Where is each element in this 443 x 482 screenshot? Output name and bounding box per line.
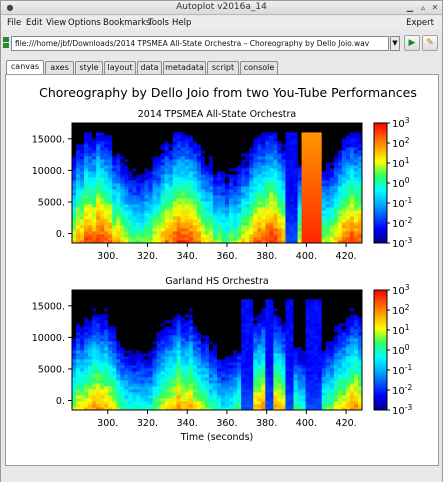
panel-title-2: Garland HS Orchestra bbox=[165, 276, 268, 287]
x-tick-label: 360. bbox=[216, 418, 237, 429]
colorbar-1 bbox=[373, 122, 388, 244]
x-tick-label: 420. bbox=[336, 251, 357, 262]
menu-tools[interactable]: Tools bbox=[148, 18, 169, 28]
y-tick-label: 5000. bbox=[38, 197, 65, 208]
data-source-icon bbox=[3, 37, 9, 49]
x-tick-label: 400. bbox=[296, 251, 317, 262]
chevron-down-icon: ▼ bbox=[392, 39, 398, 47]
panel-title-1: 2014 TPSMEA All-State Orchestra bbox=[138, 109, 297, 120]
x-tick-label: 300. bbox=[97, 251, 118, 262]
uri-history-dropdown[interactable]: ▼ bbox=[390, 36, 400, 51]
spectrogram-image-1 bbox=[72, 123, 363, 244]
x-tick-label: 340. bbox=[177, 251, 198, 262]
menu-edit[interactable]: Edit bbox=[26, 18, 43, 28]
menu-bookmarks[interactable]: Bookmarks bbox=[103, 18, 151, 28]
colorbar-tick-label: 103 bbox=[392, 116, 410, 130]
tab-script[interactable]: script bbox=[207, 61, 239, 74]
go-button[interactable]: ▶ bbox=[404, 35, 420, 51]
window-menu-icon[interactable]: ● bbox=[6, 3, 14, 12]
expert-mode-label[interactable]: Expert bbox=[406, 18, 434, 28]
x-axis-label: Time (seconds) bbox=[180, 432, 254, 443]
data-uri-input[interactable] bbox=[11, 36, 389, 51]
y-tick-label: 10000. bbox=[32, 333, 65, 344]
spectrogram-figure[interactable]: Choreography by Dello Joio from two You-… bbox=[6, 75, 440, 467]
colorbar-tick-label: 10-1 bbox=[392, 196, 412, 210]
tab-layout[interactable]: layout bbox=[104, 61, 136, 74]
colorbar-tick-label: 103 bbox=[392, 283, 410, 297]
x-tick-label: 300. bbox=[97, 418, 118, 429]
colorbar-tick-label: 10-1 bbox=[392, 363, 412, 377]
plot-frame-2 bbox=[71, 289, 363, 411]
y-tick-label: 15000. bbox=[32, 134, 65, 145]
x-tick-label: 380. bbox=[256, 418, 277, 429]
x-tick-label: 380. bbox=[256, 251, 277, 262]
y-tick-label: 0. bbox=[56, 396, 65, 407]
tab-axes[interactable]: axes bbox=[45, 61, 74, 74]
y-tick-label: 0. bbox=[56, 229, 65, 240]
colorbar-tick-label: 100 bbox=[392, 343, 410, 357]
colorbar-tick-label: 10-3 bbox=[392, 236, 412, 250]
colorbar-tick-label: 10-2 bbox=[392, 383, 412, 397]
figure-title: Choreography by Dello Joio from two You-… bbox=[39, 85, 417, 100]
colorbar-tick-label: 10-3 bbox=[392, 403, 412, 417]
tab-console[interactable]: console bbox=[240, 61, 278, 74]
maximize-icon[interactable]: ▵ bbox=[420, 3, 425, 12]
bookmark-icon: ✎ bbox=[426, 38, 434, 48]
title-bar: ● Autoplot v2016a_14 ▁ ▵ ✕ bbox=[1, 1, 442, 15]
colorbar-tick-label: 102 bbox=[392, 136, 410, 150]
colorbar-tick-label: 10-2 bbox=[392, 216, 412, 230]
colorbar-tick-label: 100 bbox=[392, 176, 410, 190]
colorbar-tick-label: 101 bbox=[392, 156, 410, 170]
colorbar-tick-label: 101 bbox=[392, 323, 410, 337]
spectrogram-panel-1: 2014 TPSMEA All-State Orchestra 15000. 100… bbox=[32, 109, 413, 262]
bookmark-button[interactable]: ✎ bbox=[422, 35, 438, 51]
x-tick-label: 320. bbox=[137, 418, 158, 429]
address-bar: ▼ ▶ ✎ bbox=[1, 33, 442, 53]
play-icon: ▶ bbox=[408, 38, 416, 48]
menu-bar: File Edit View Options Bookmarks Tools H… bbox=[1, 16, 442, 30]
menu-options[interactable]: Options bbox=[68, 18, 101, 28]
y-tick-label: 5000. bbox=[38, 364, 65, 375]
tab-data[interactable]: data bbox=[137, 61, 162, 74]
spectrogram-panel-2: Garland HS Orchestra 15000. 10000. 5000. 0. 3… bbox=[32, 276, 413, 429]
spectrogram-image-2 bbox=[72, 290, 363, 411]
status-bar bbox=[1, 468, 442, 482]
y-tick-label: 15000. bbox=[32, 301, 65, 312]
close-icon[interactable]: ✕ bbox=[431, 3, 439, 12]
x-tick-label: 400. bbox=[296, 418, 317, 429]
menu-file[interactable]: File bbox=[7, 18, 22, 28]
tab-metadata[interactable]: metadata bbox=[163, 61, 206, 74]
colorbar-2 bbox=[373, 289, 388, 411]
x-tick-label: 420. bbox=[336, 418, 357, 429]
y-tick-label: 10000. bbox=[32, 166, 65, 177]
x-tick-label: 320. bbox=[137, 251, 158, 262]
minimize-icon[interactable]: ▁ bbox=[406, 3, 414, 12]
menu-view[interactable]: View bbox=[46, 18, 67, 28]
x-tick-label: 340. bbox=[177, 418, 198, 429]
x-tick-label: 360. bbox=[216, 251, 237, 262]
window-title: Autoplot v2016a_14 bbox=[176, 2, 267, 12]
menu-help[interactable]: Help bbox=[172, 18, 192, 28]
colorbar-tick-label: 102 bbox=[392, 303, 410, 317]
plot-frame-1 bbox=[71, 122, 363, 244]
tab-canvas[interactable]: canvas bbox=[6, 60, 44, 74]
plot-canvas[interactable]: Choreography by Dello Joio from two You-… bbox=[5, 74, 439, 466]
tab-style[interactable]: style bbox=[75, 61, 103, 74]
